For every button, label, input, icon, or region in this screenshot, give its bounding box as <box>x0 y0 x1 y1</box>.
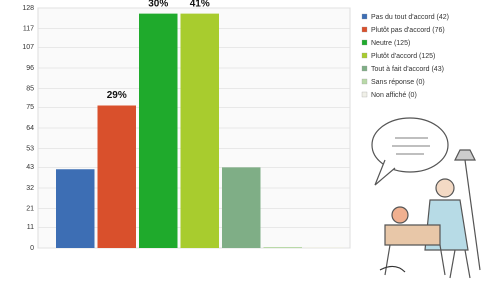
legend-swatch <box>362 66 367 71</box>
data-label: 30% <box>148 0 168 9</box>
y-tick-label: 128 <box>22 5 34 12</box>
legend-swatch <box>362 14 367 19</box>
y-tick-label: 107 <box>22 44 34 51</box>
legend-label: Neutre (125) <box>371 40 410 47</box>
y-tick-label: 21 <box>26 205 34 212</box>
legend-swatch <box>362 53 367 58</box>
chart: 0 11 21 32 43 53 64 75 85 96 107 117 128 29% 30% 41% Pas… <box>0 0 499 291</box>
y-tick-label: 53 <box>26 145 34 152</box>
legend-swatch <box>362 27 367 32</box>
y-tick-label: 75 <box>26 104 34 111</box>
y-tick-label: 32 <box>26 185 34 192</box>
y-tick-label: 117 <box>23 25 34 32</box>
data-label: 41% <box>190 0 210 9</box>
bar <box>264 247 303 248</box>
y-tick-label: 11 <box>27 224 34 231</box>
legend-swatch <box>362 40 367 45</box>
legend-label: Tout à fait d'accord (43) <box>371 66 444 73</box>
bar <box>222 167 261 248</box>
y-tick-label: 85 <box>26 85 34 92</box>
bar <box>98 106 137 249</box>
bar <box>139 14 178 248</box>
legend-label: Plutôt pas d'accord (76) <box>371 27 445 34</box>
y-tick-label: 64 <box>26 125 34 132</box>
y-tick-label: 43 <box>26 164 34 171</box>
bar <box>56 169 95 248</box>
legend-label: Pas du tout d'accord (42) <box>371 14 449 21</box>
cartoon <box>372 118 480 278</box>
bar <box>305 247 344 248</box>
bar <box>181 14 220 248</box>
data-label: 29% <box>107 90 127 101</box>
legend-swatch <box>362 79 367 84</box>
legend-label: Plutôt d'accord (125) <box>371 53 435 60</box>
y-tick-label: 0 <box>30 245 34 252</box>
legend-swatch <box>362 92 367 97</box>
legend-label: Sans réponse (0) <box>371 79 425 86</box>
legend-label: Non affiché (0) <box>371 92 417 99</box>
y-tick-label: 96 <box>26 65 34 72</box>
